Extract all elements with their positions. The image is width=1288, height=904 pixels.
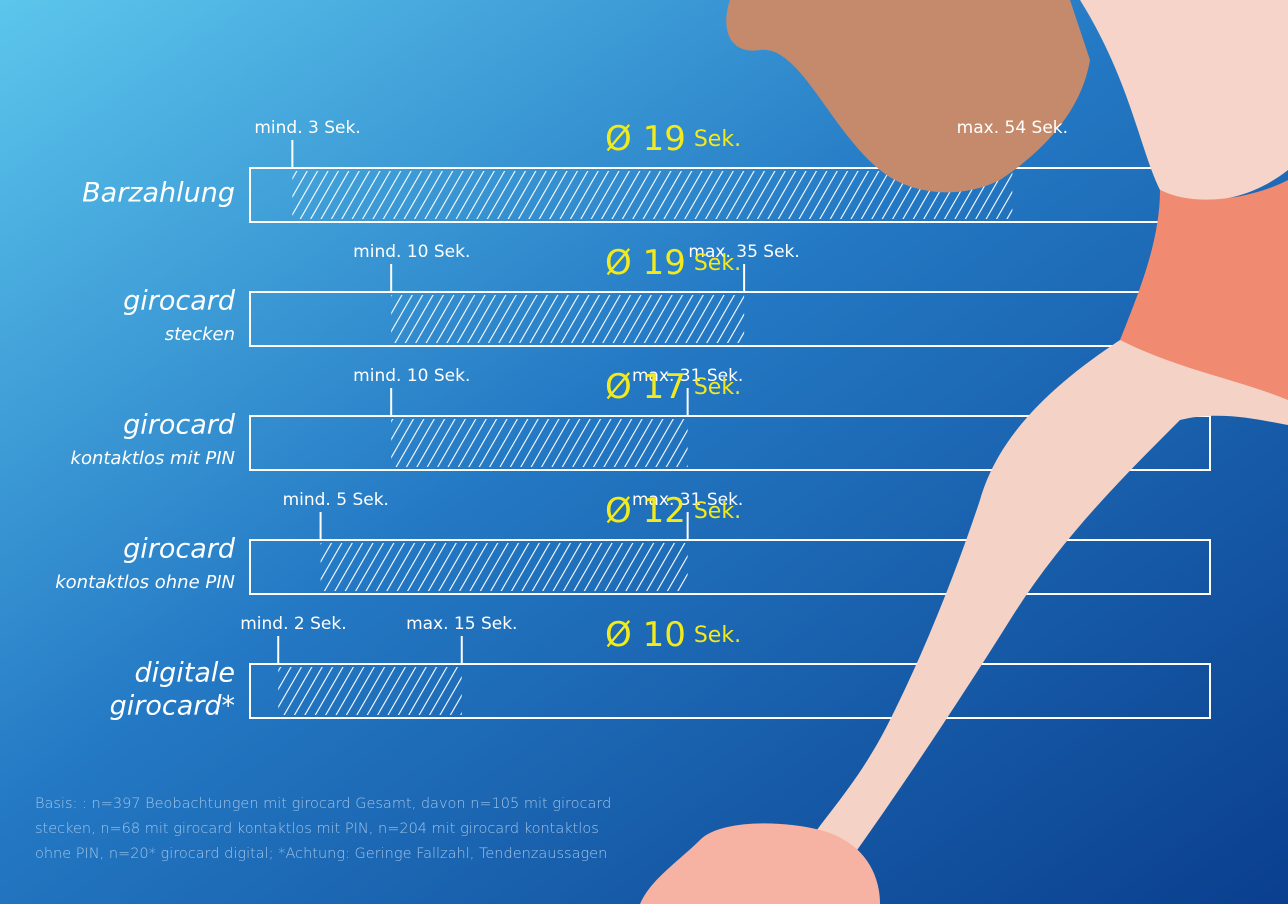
avg-label: Ø 12 Sek. [605, 491, 741, 531]
subcategory-label: stecken [165, 324, 235, 345]
category-label: girocard [123, 534, 236, 565]
bar-frame [249, 663, 1211, 719]
bar-frame [249, 415, 1211, 471]
subcategory-label: girocard* [110, 691, 235, 722]
avg-label: Ø 17 Sek. [605, 367, 741, 407]
max-label: max. 31 Sek. [632, 366, 743, 386]
max-label: max. 35 Sek. [688, 242, 799, 262]
min-label: mind. 5 Sek. [283, 490, 389, 510]
avg-unit: Sek. [694, 499, 741, 524]
avg-label: Ø 19 Sek. [605, 119, 741, 159]
bars [249, 140, 1211, 719]
max-label: max. 15 Sek. [406, 614, 517, 634]
avg-unit: Sek. [694, 127, 741, 152]
footnote-line: stecken, n=68 mit girocard kontaktlos mi… [35, 821, 599, 837]
footnote-line: Basis: : n=397 Beobachtungen mit girocar… [35, 796, 611, 812]
category-label: girocard [123, 286, 236, 317]
bar-frame [249, 539, 1211, 595]
subcategory-label: kontaktlos ohne PIN [55, 572, 235, 593]
range-bar [278, 667, 462, 715]
runner [640, 0, 1288, 904]
avg-label: Ø 19 Sek. [605, 243, 741, 283]
range-bar [292, 171, 1013, 219]
max-label: max. 31 Sek. [632, 490, 743, 510]
avg-unit: Sek. [694, 251, 741, 276]
footnote: Basis: : n=397 Beobachtungen mit girocar… [35, 796, 611, 862]
category-label: digitale [134, 658, 235, 689]
category-label: girocard [123, 410, 236, 441]
range-bar [320, 543, 688, 591]
range-bar [391, 419, 688, 467]
avg-value: Ø 19 [605, 243, 686, 283]
max-label: max. 54 Sek. [957, 118, 1068, 138]
avg-value: Ø 12 [605, 491, 686, 531]
min-label: mind. 3 Sek. [254, 118, 360, 138]
avg-label: Ø 10 Sek. [605, 615, 741, 655]
avg-value: Ø 17 [605, 367, 686, 407]
min-label: mind. 10 Sek. [353, 366, 470, 386]
avg-value: Ø 19 [605, 119, 686, 159]
subcategory-label: kontaktlos mit PIN [71, 448, 235, 469]
min-label: mind. 10 Sek. [353, 242, 470, 262]
category-label: Barzahlung [82, 178, 235, 209]
avg-unit: Sek. [694, 375, 741, 400]
range-bar [391, 295, 745, 343]
footnote-line: ohne PIN, n=20* girocard digital; *Achtu… [35, 846, 607, 862]
avg-unit: Sek. [694, 623, 741, 648]
labels: mind. 3 Sek. max. 54 Sek. Ø 19 Sek. Barzahlu… [55, 118, 1068, 722]
avg-value: Ø 10 [605, 615, 686, 655]
min-label: mind. 2 Sek. [240, 614, 346, 634]
